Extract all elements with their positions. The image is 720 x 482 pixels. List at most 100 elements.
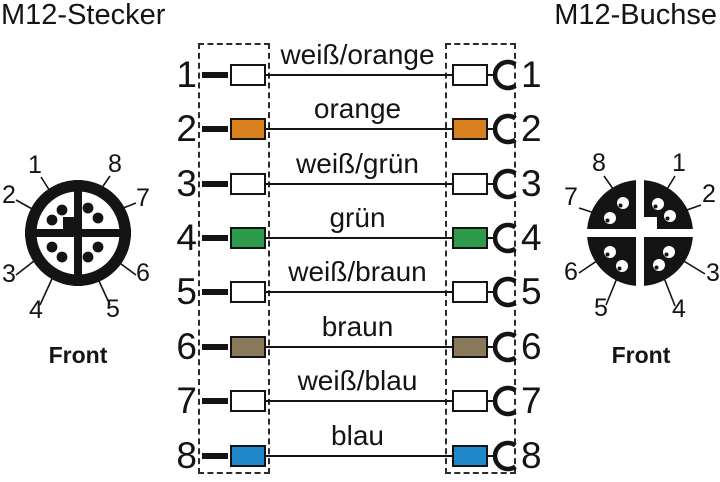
socket-pin-label-5: 5 [594, 294, 608, 322]
socket-terminal [452, 118, 488, 140]
wire-color-label: weiß/orange [280, 39, 435, 70]
pin-number-left: 8 [176, 435, 197, 476]
wire-stub [202, 453, 228, 459]
pin-number-right: 1 [521, 54, 542, 95]
wire-line-short [487, 128, 497, 130]
wire-color-label: orange [313, 93, 402, 124]
socket-pin-label-2: 2 [702, 180, 716, 208]
wire-stub [202, 344, 228, 350]
plug-pin-label-3: 3 [2, 260, 16, 288]
plug-pin-label-7: 7 [136, 184, 150, 212]
socket-terminal [452, 336, 488, 358]
socket-contact-icon [493, 440, 517, 472]
plug-breakout-box [198, 43, 270, 474]
plug-pin-label-2: 2 [2, 181, 16, 209]
wire-line-short [487, 455, 497, 457]
wire-color-label: weiß/blau [297, 365, 418, 396]
socket-pin-label-1: 1 [672, 149, 686, 177]
plug-pin-label-8: 8 [108, 150, 122, 178]
m12-plug-front-view: 1 2 3 4 5 6 7 8 Front [2, 150, 150, 368]
pin-number-right: 2 [521, 108, 542, 149]
plug-terminal [230, 64, 266, 86]
wire-line [265, 128, 453, 130]
socket-pin-label-8: 8 [592, 149, 606, 177]
wire-color-label: weiß/grün [296, 148, 419, 179]
wire-stub [202, 72, 228, 78]
plug-terminal [230, 445, 266, 467]
socket-terminal [452, 173, 488, 195]
pin-number-right: 7 [521, 380, 542, 421]
pin-number-left: 4 [176, 217, 197, 258]
socket-front-label: Front [612, 342, 671, 368]
wire-line [265, 183, 453, 185]
wire-line-short [487, 183, 497, 185]
pin-number-left: 2 [176, 108, 197, 149]
wire-line [265, 400, 453, 402]
pin-number-left: 6 [176, 326, 197, 367]
socket-contacts [604, 197, 676, 272]
wire-color-label: grün [329, 202, 386, 233]
socket-cross-horizontal [584, 229, 696, 237]
socket-contact-icon [493, 331, 517, 363]
wire-stub [202, 126, 228, 132]
socket-pin-label-4: 4 [672, 295, 686, 323]
pin-number-right: 5 [521, 271, 542, 312]
wire-line [265, 291, 453, 293]
plug-pin-label-6: 6 [136, 259, 150, 287]
pin-number-left: 5 [176, 271, 197, 312]
wire-stub [202, 235, 228, 241]
plug-pin-label-4: 4 [29, 296, 43, 324]
socket-contact-icon [493, 59, 517, 91]
socket-pin-label-3: 3 [706, 259, 720, 287]
socket-pin-label-7: 7 [564, 183, 578, 211]
wire-color-label: braun [321, 311, 394, 342]
socket-contact-icon [493, 168, 517, 200]
left-connector-title: M12-Stecker [1, 0, 166, 31]
plug-front-label: Front [49, 342, 108, 368]
wire-line [265, 74, 453, 76]
plug-cross-horizontal [25, 229, 131, 237]
pin-number-left: 1 [176, 54, 197, 95]
plug-terminal [230, 173, 266, 195]
plug-terminal [230, 281, 266, 303]
wire-line-short [487, 346, 497, 348]
pin-number-right: 3 [521, 163, 542, 204]
wire-line-short [487, 74, 497, 76]
wire-line-short [487, 400, 497, 402]
pin-number-right: 8 [521, 435, 542, 476]
plug-pin-label-1: 1 [28, 151, 42, 179]
wire-line [265, 237, 453, 239]
wire-line [265, 346, 453, 348]
socket-contact-icon [493, 385, 517, 417]
socket-contact-icon [493, 222, 517, 254]
wire-stub [202, 398, 228, 404]
plug-terminal [230, 227, 266, 249]
socket-terminal [452, 390, 488, 412]
plug-pin-label-5: 5 [106, 295, 120, 323]
plug-coding-notch [63, 217, 74, 230]
m12-socket-front-view: 1 2 3 4 5 6 7 8 Front [564, 149, 720, 368]
plug-terminal [230, 118, 266, 140]
wire-stub [202, 289, 228, 295]
wire-line [265, 455, 453, 457]
wire-line-short [487, 291, 497, 293]
socket-terminal [452, 281, 488, 303]
plug-terminal [230, 390, 266, 412]
plug-pins [46, 202, 104, 263]
right-connector-title: M12-Buchse [554, 0, 717, 31]
pin-number-right: 4 [521, 217, 542, 258]
wire-color-label: weiß/braun [288, 256, 427, 287]
socket-coding-notch [644, 217, 657, 229]
socket-pin-label-6: 6 [564, 258, 578, 286]
socket-contact-icon [493, 276, 517, 308]
socket-contact-icon [493, 113, 517, 145]
wire-stub [202, 181, 228, 187]
socket-terminal [452, 227, 488, 249]
socket-terminal [452, 445, 488, 467]
wire-color-label: blau [331, 420, 384, 451]
pin-number-right: 6 [521, 326, 542, 367]
pin-number-left: 7 [176, 380, 197, 421]
socket-terminal [452, 64, 488, 86]
wire-line-short [487, 237, 497, 239]
